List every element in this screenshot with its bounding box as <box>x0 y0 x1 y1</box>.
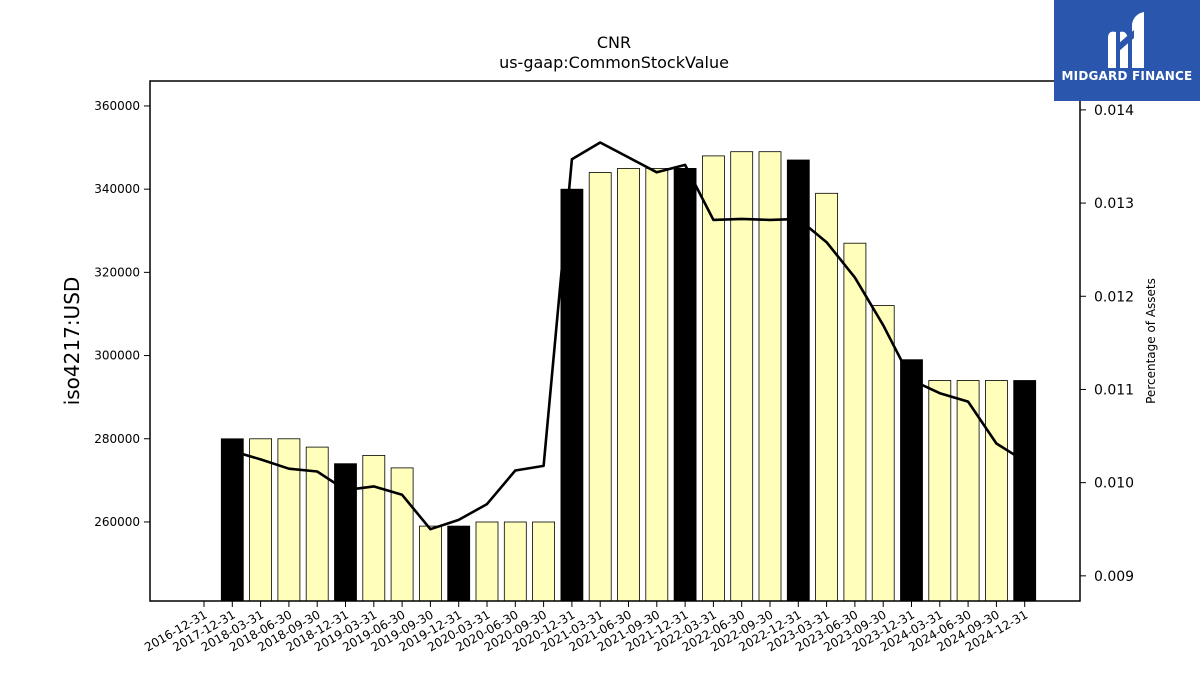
ratio-line <box>231 141 1026 531</box>
bar <box>447 525 471 602</box>
bar <box>475 521 499 602</box>
bar <box>673 167 697 602</box>
brand-name: MIDGARD FINANCE <box>1061 69 1193 83</box>
bar <box>617 167 640 602</box>
bar <box>702 155 725 602</box>
bar <box>1013 380 1037 602</box>
bar <box>843 242 867 602</box>
bar <box>985 380 1008 602</box>
bar <box>503 521 527 602</box>
bar <box>588 172 612 602</box>
y2-tick-label: 0.010 <box>1094 476 1134 492</box>
right-axis-ticks: 0.009 0.010 0.011 0.012 0.013 0.014 <box>1080 103 1134 585</box>
bar <box>220 438 244 602</box>
bar <box>871 305 895 602</box>
bar <box>418 525 442 602</box>
chart-title: CNR <box>597 33 631 52</box>
bar <box>277 438 301 602</box>
y-axis-label: iso4217:USD <box>60 277 84 406</box>
x-axis-ticks: 2016-12-312017-12-312018-03-312018-06-30… <box>142 601 1030 654</box>
y-tick-label: 260000 <box>94 515 140 529</box>
bar <box>815 192 838 602</box>
line-group <box>231 141 1026 531</box>
bar <box>928 380 952 602</box>
midgard-m-icon <box>1108 12 1144 69</box>
y2-tick-label: 0.013 <box>1094 196 1134 212</box>
plot-frame <box>149 80 1081 602</box>
y2-tick-label: 0.012 <box>1094 289 1134 305</box>
y2-axis-label: Percentage of Assets <box>1144 278 1158 404</box>
brand-logo: MIDGARD FINANCE <box>1054 0 1200 101</box>
y-tick-label: 280000 <box>94 432 140 446</box>
bar <box>645 167 669 602</box>
bar <box>390 467 414 602</box>
bar <box>532 521 555 602</box>
y-tick-label: 320000 <box>94 265 140 279</box>
y-tick-label: 300000 <box>94 349 140 363</box>
y2-tick-label: 0.014 <box>1094 103 1134 119</box>
chart-subtitle: us-gaap:CommonStockValue <box>499 53 729 72</box>
y-tick-label: 360000 <box>94 99 140 113</box>
left-axis-ticks: 260000 280000 300000 320000 340000 360000 <box>94 99 150 529</box>
y2-tick-label: 0.011 <box>1094 382 1134 398</box>
y-tick-label: 340000 <box>94 182 140 196</box>
bar <box>900 359 923 602</box>
bar-group <box>220 151 1037 602</box>
bar <box>362 454 386 602</box>
y2-tick-label: 0.009 <box>1094 569 1134 585</box>
